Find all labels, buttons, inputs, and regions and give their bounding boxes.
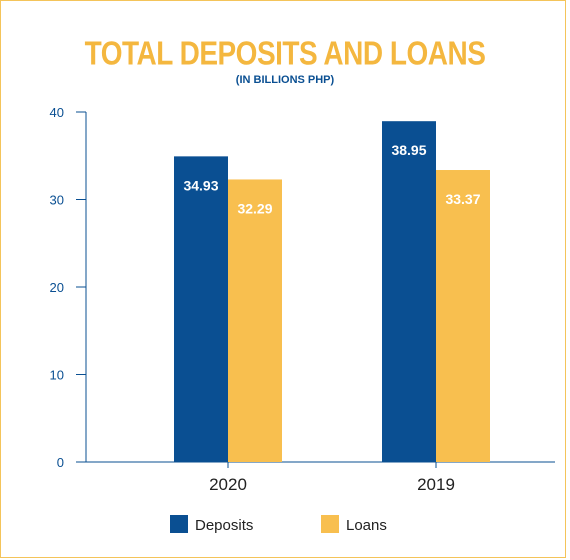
legend-swatch-deposits: [170, 515, 188, 533]
chart-title: TOTAL DEPOSITS AND LOANS: [84, 35, 486, 72]
axes: 0 10 20 30 40 2020 2019: [50, 105, 555, 494]
data-labels: 34.93 32.29 38.95 33.37: [183, 142, 480, 216]
data-label-loans-2020: 32.29: [237, 200, 272, 216]
y-tick-label: 20: [50, 280, 64, 295]
data-label-deposits-2019: 38.95: [391, 142, 426, 158]
legend: Deposits Loans: [170, 515, 387, 534]
bar-deposits-2020: [174, 156, 228, 463]
x-tick-label: 2020: [209, 475, 247, 494]
bar-loans-2020: [228, 179, 282, 462]
legend-label-loans: Loans: [346, 517, 387, 534]
legend-swatch-loans: [321, 515, 339, 533]
y-tick-label: 40: [50, 105, 64, 120]
y-tick-label: 0: [57, 455, 64, 470]
legend-label-deposits: Deposits: [195, 517, 253, 534]
data-label-deposits-2020: 34.93: [183, 177, 218, 193]
bar-loans-2019: [436, 170, 490, 462]
data-label-loans-2019: 33.37: [445, 191, 480, 207]
x-tick-label: 2019: [417, 475, 455, 494]
bar-deposits-2019: [382, 121, 436, 462]
chart-subtitle: (IN BILLIONS PHP): [235, 74, 335, 86]
y-tick-label: 30: [50, 193, 64, 208]
bars: [174, 121, 490, 463]
y-tick-label: 10: [50, 368, 64, 383]
